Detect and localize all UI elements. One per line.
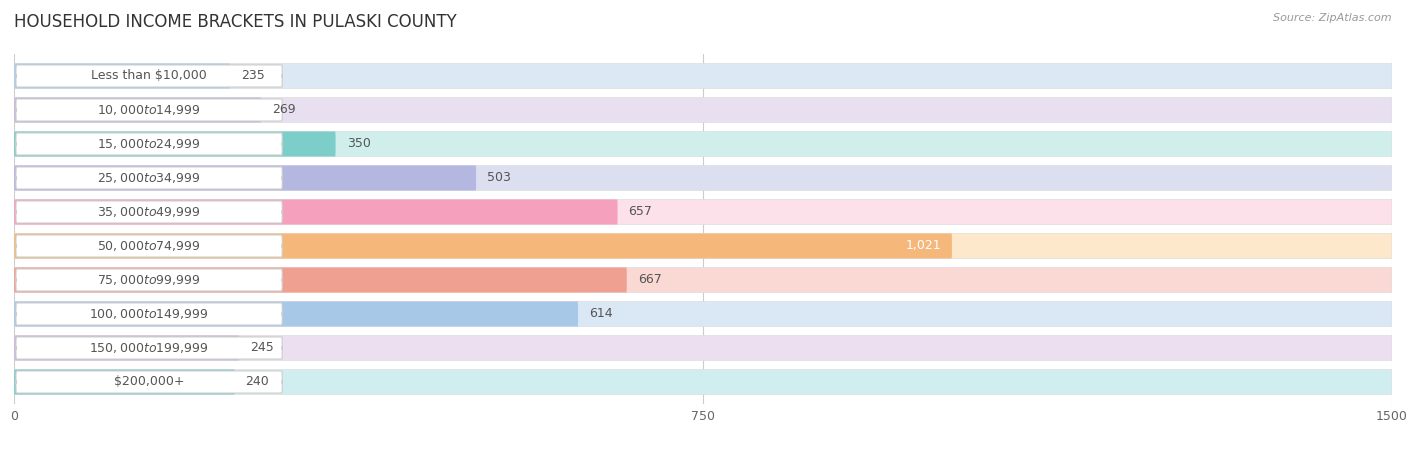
Text: $50,000 to $74,999: $50,000 to $74,999: [97, 239, 201, 253]
FancyBboxPatch shape: [14, 132, 1392, 157]
FancyBboxPatch shape: [14, 268, 627, 292]
FancyBboxPatch shape: [14, 97, 1392, 123]
FancyBboxPatch shape: [14, 132, 336, 157]
FancyBboxPatch shape: [14, 199, 617, 224]
Text: 235: 235: [240, 70, 264, 83]
FancyBboxPatch shape: [14, 63, 1392, 88]
Text: $15,000 to $24,999: $15,000 to $24,999: [97, 137, 201, 151]
FancyBboxPatch shape: [14, 335, 1392, 361]
FancyBboxPatch shape: [15, 99, 283, 121]
Text: $200,000+: $200,000+: [114, 375, 184, 388]
FancyBboxPatch shape: [14, 301, 1392, 326]
Text: HOUSEHOLD INCOME BRACKETS IN PULASKI COUNTY: HOUSEHOLD INCOME BRACKETS IN PULASKI COU…: [14, 13, 457, 31]
FancyBboxPatch shape: [15, 235, 283, 257]
FancyBboxPatch shape: [15, 303, 283, 325]
FancyBboxPatch shape: [14, 63, 231, 88]
Text: $150,000 to $199,999: $150,000 to $199,999: [90, 341, 209, 355]
FancyBboxPatch shape: [14, 97, 262, 123]
FancyBboxPatch shape: [14, 166, 477, 190]
FancyBboxPatch shape: [14, 199, 1392, 224]
Text: 245: 245: [250, 342, 274, 355]
Text: 657: 657: [628, 206, 652, 219]
FancyBboxPatch shape: [14, 370, 235, 395]
FancyBboxPatch shape: [14, 335, 239, 361]
FancyBboxPatch shape: [15, 201, 283, 223]
Text: 350: 350: [347, 137, 370, 150]
FancyBboxPatch shape: [14, 233, 952, 259]
Text: $10,000 to $14,999: $10,000 to $14,999: [97, 103, 201, 117]
Text: $25,000 to $34,999: $25,000 to $34,999: [97, 171, 201, 185]
Text: 240: 240: [246, 375, 270, 388]
FancyBboxPatch shape: [14, 370, 1392, 395]
Text: Source: ZipAtlas.com: Source: ZipAtlas.com: [1274, 13, 1392, 23]
Text: $35,000 to $49,999: $35,000 to $49,999: [97, 205, 201, 219]
FancyBboxPatch shape: [15, 269, 283, 291]
FancyBboxPatch shape: [14, 268, 1392, 292]
FancyBboxPatch shape: [15, 167, 283, 189]
Text: $100,000 to $149,999: $100,000 to $149,999: [90, 307, 209, 321]
Text: 1,021: 1,021: [905, 239, 941, 252]
FancyBboxPatch shape: [15, 65, 283, 87]
FancyBboxPatch shape: [14, 301, 578, 326]
Text: 667: 667: [638, 273, 662, 286]
Text: $75,000 to $99,999: $75,000 to $99,999: [97, 273, 201, 287]
FancyBboxPatch shape: [15, 337, 283, 359]
Text: Less than $10,000: Less than $10,000: [91, 70, 207, 83]
FancyBboxPatch shape: [15, 133, 283, 155]
Text: 503: 503: [486, 172, 510, 185]
FancyBboxPatch shape: [14, 233, 1392, 259]
FancyBboxPatch shape: [15, 371, 283, 393]
Text: 614: 614: [589, 308, 613, 321]
Text: 269: 269: [273, 103, 295, 116]
FancyBboxPatch shape: [14, 166, 1392, 190]
